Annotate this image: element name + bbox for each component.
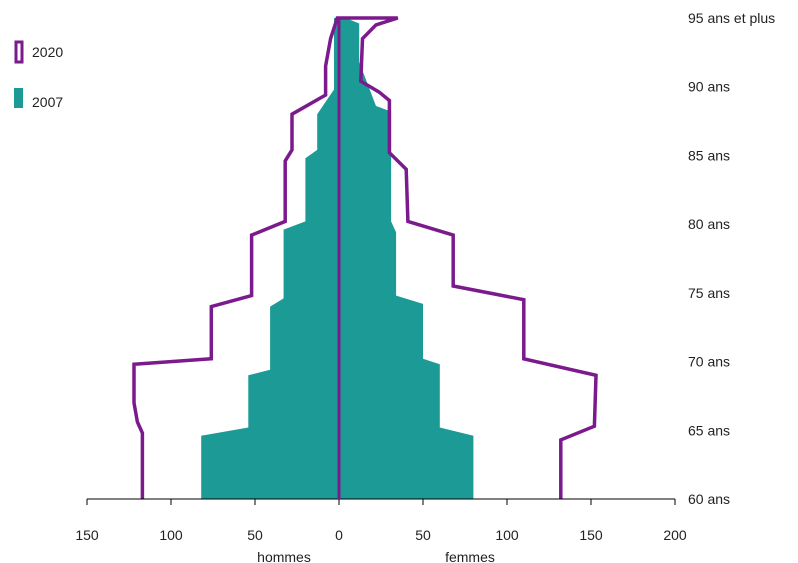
legend: 2020 2007 [14, 40, 63, 110]
axes [86, 18, 676, 505]
x-tick-label: 100 [495, 527, 519, 543]
x-tick-label: 100 [159, 527, 183, 543]
x-tick-label: 0 [335, 527, 343, 543]
x-tick-label: 150 [75, 527, 99, 543]
legend-swatch-2020 [14, 40, 24, 64]
legend-swatch-2007 [14, 88, 23, 108]
age-label: 75 ans [688, 285, 730, 301]
x-tick-label: 50 [247, 527, 263, 543]
x-tick-label: 150 [579, 527, 603, 543]
x-tick-label: 50 [415, 527, 431, 543]
series-2007 [201, 18, 474, 499]
legend-label-2007: 2007 [32, 94, 63, 110]
age-label: 95 ans et plus [688, 10, 775, 26]
xlabel-femmes: femmes [445, 549, 495, 563]
age-label: 90 ans [688, 79, 730, 95]
x-tick-label: 200 [663, 527, 687, 543]
age-label: 80 ans [688, 216, 730, 232]
series-2020 [132, 16, 598, 499]
age-label: 70 ans [688, 354, 730, 370]
legend-label-2020: 2020 [32, 44, 63, 60]
age-label: 65 ans [688, 422, 730, 438]
age-label: 85 ans [688, 147, 730, 163]
series-2007-area [201, 18, 474, 499]
age-label: 60 ans [688, 491, 730, 507]
xlabel-hommes: hommes [257, 549, 311, 563]
labels: 150 100 50 0 50 100 150 200 hommes femmes 60 ans 65… [75, 10, 775, 563]
series-2020-outline [132, 16, 598, 499]
